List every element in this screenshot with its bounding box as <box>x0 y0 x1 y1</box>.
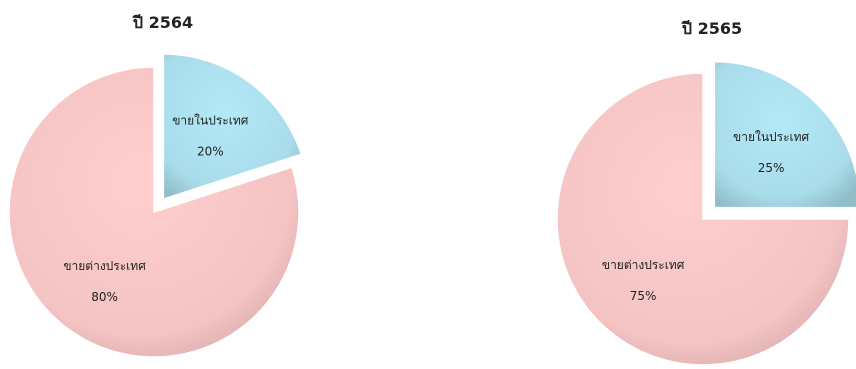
slice-value-label: 25% <box>758 161 785 175</box>
slice-value-label: 75% <box>630 289 657 303</box>
slice-label: ขายในประเทศ <box>172 114 249 128</box>
slice-label: ขายในประเทศ <box>733 130 810 144</box>
slice-value-label: 80% <box>91 290 118 304</box>
chart-title: ปี 2564 <box>131 13 193 32</box>
pie-chart-2564: ปี 2564 ขายในประเทศ 20% ขายต่างประเทศ 80% <box>8 13 303 358</box>
slice-label: ขายต่างประเทศ <box>63 259 146 273</box>
slice-label: ขายต่างประเทศ <box>602 258 685 272</box>
pie-slice-domestic <box>162 53 303 201</box>
chart-title: ปี 2565 <box>680 19 742 38</box>
pie-slice-foreign <box>556 72 850 366</box>
pie-slice-domestic <box>713 60 856 209</box>
pie-slice-foreign <box>8 66 300 358</box>
pie-chart-2565: ปี 2565 ขายในประเทศ 25% ขายต่างประเทศ 75% <box>556 19 856 366</box>
slice-value-label: 20% <box>197 145 224 159</box>
